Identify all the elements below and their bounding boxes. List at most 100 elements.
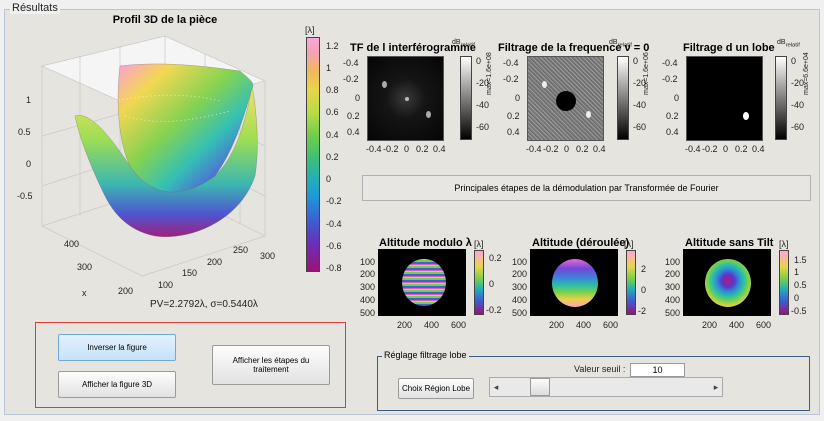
lobe-filter-y-tick: 0.4 [666,127,679,137]
altitude-notilt-cbar-tick: 1.5 [794,255,807,265]
altitude-modulo-y-tick: 100 [360,257,376,267]
main-colorbar-tick: -0.6 [326,241,342,251]
lobe-filter-unit: dBrelatif [777,39,800,49]
threshold-label: Valeur seuil : [574,364,626,374]
choose-lobe-region-button[interactable]: Choix Région Lobe [398,378,474,399]
fft-x-tick: 0.2 [416,144,429,154]
profile-z-tick: 1 [26,95,32,105]
fft-spectrum-image[interactable] [367,56,444,141]
invert-figure-button[interactable]: Inverser la figure [58,334,176,361]
altitude-modulo-y-tick: 400 [360,295,376,305]
main-colorbar-tick: -0.2 [326,196,342,206]
profile-z-tick: 0.5 [18,127,31,137]
filter-y-tick: 0.4 [507,127,520,137]
altitude-unwrapped-y-tick: 300 [512,282,528,292]
fft-y-tick: 0.4 [347,127,360,137]
fft-y-tick: 0 [355,93,361,103]
threshold-input[interactable]: 10 [630,363,685,377]
filter-x-tick: 0.2 [576,144,589,154]
altitude-notilt-image[interactable] [683,249,771,316]
altitude-unwrapped-image[interactable] [530,249,618,316]
lobe-filter-y-tick: 0 [674,93,680,103]
lobe-filter-cbar-tick: 0 [791,56,797,66]
altitude-modulo-x-tick: 600 [451,320,467,330]
lobe-filter-cbar-tick: -60 [791,122,805,132]
filter-x-tick: -0.2 [543,144,559,154]
main-colorbar-tick: 0.6 [326,107,339,117]
altitude-notilt-cbar-tick: 0 [794,293,800,303]
filter-cbar-tick: -40 [633,100,647,110]
altitude-modulo-image[interactable] [378,249,466,316]
slider-right-arrow-icon[interactable]: ▸ [713,381,719,392]
filter-x-tick: 0 [564,144,570,154]
threshold-slider[interactable]: ◂ ▸ [489,377,723,397]
filter-unit: dBrelatif [609,39,632,49]
altitude-modulo-cbar-tick: 0.2 [489,253,502,263]
filter-y-tick: -0.4 [503,58,519,68]
main-colorbar-unit: [λ] [305,25,315,35]
filter-x-tick: -0.4 [526,144,542,154]
fft-cbar-tick: -40 [476,100,490,110]
profile-3d-plot[interactable] [20,26,290,301]
lobe-filter-y-tick: -0.4 [662,58,678,68]
demod-caption: Principales étapes de la démodulation pa… [362,175,811,201]
show-3d-figure-button[interactable]: Afficher la figure 3D [58,371,176,398]
altitude-modulo-cbar-tick: -0.2 [486,305,502,315]
lobe-filter-x-tick: -0.4 [685,144,701,154]
filter-y-tick: 0 [515,93,521,103]
altitude-unwrapped-cbar-tick: -2 [638,306,647,316]
fft-x-tick: -0.4 [366,144,382,154]
slider-left-arrow-icon[interactable]: ◂ [493,381,499,392]
altitude-unwrapped-x-tick: 400 [576,320,592,330]
altitude-modulo-cbar-tick: 0 [489,279,495,289]
altitude-notilt-x-tick: 400 [729,320,745,330]
altitude-modulo-x-tick: 200 [397,320,413,330]
altitude-unwrapped-x-tick: 600 [603,320,619,330]
altitude-notilt-x-tick: 600 [756,320,772,330]
altitude-modulo-colorbar [474,250,484,315]
filter-max: max=1.6e+06 [643,52,650,95]
altitude-notilt-y-tick: 400 [665,295,681,305]
lobe-filter-max: max=6.6e+04 [803,52,810,95]
main-colorbar-tick: 0.2 [326,152,339,162]
lobe-filter-group [377,356,810,411]
altitude-unwrapped-cbar-tick: 0 [641,285,647,295]
slider-thumb[interactable] [530,378,551,396]
altitude-notilt-y-tick: 300 [665,282,681,292]
altitude-modulo-title: Altitude modulo λ [379,237,472,249]
filter-colorbar [617,56,629,140]
filter-title: Filtrage de la frequence ν = 0 [498,42,650,54]
altitude-modulo-y-tick: 500 [360,308,376,318]
profile-x-tick: 300 [260,251,276,261]
lobe-filter-title: Filtrage d un lobe [683,42,775,54]
altitude-notilt-unit: [λ] [779,239,789,249]
lobe-filter-colorbar [775,56,787,140]
fft-cbar-tick: 0 [476,56,482,66]
fft-colorbar [460,56,472,140]
profile-x-tick: 250 [233,245,249,255]
altitude-unwrapped-colorbar [626,250,636,315]
lobe-filter-image[interactable] [686,56,763,141]
altitude-unwrapped-cbar-tick: 2 [641,264,647,274]
lobe-filter-y-tick: 0.2 [666,111,679,121]
actions-panel [35,322,346,408]
filter-spectrum-image[interactable] [527,56,604,141]
lobe-filter-x-tick: 0.4 [752,144,765,154]
filter-cbar-tick: 0 [633,56,639,66]
lobe-filter-y-tick: -0.2 [662,74,678,84]
main-colorbar-tick: 1 [326,63,332,73]
altitude-notilt-title: Altitude sans Tilt [685,237,774,249]
profile-y-tick: 400 [64,239,80,249]
results-group-title: Résultats [10,2,60,14]
lobe-filter-x-tick: 0.2 [735,144,748,154]
altitude-notilt-cbar-tick: 0.5 [794,280,807,290]
main-colorbar-tick: 0.8 [326,85,339,95]
profile-y-tick: 200 [118,286,134,296]
profile-z-tick: 0 [26,159,32,169]
altitude-notilt-y-tick: 100 [665,257,681,267]
fft-y-tick: -0.4 [343,58,359,68]
fft-y-tick: 0.2 [347,111,360,121]
main-colorbar [306,37,320,272]
altitude-notilt-y-tick: 500 [665,308,681,318]
show-steps-button[interactable]: Afficher les étapes du traitement [212,345,330,385]
